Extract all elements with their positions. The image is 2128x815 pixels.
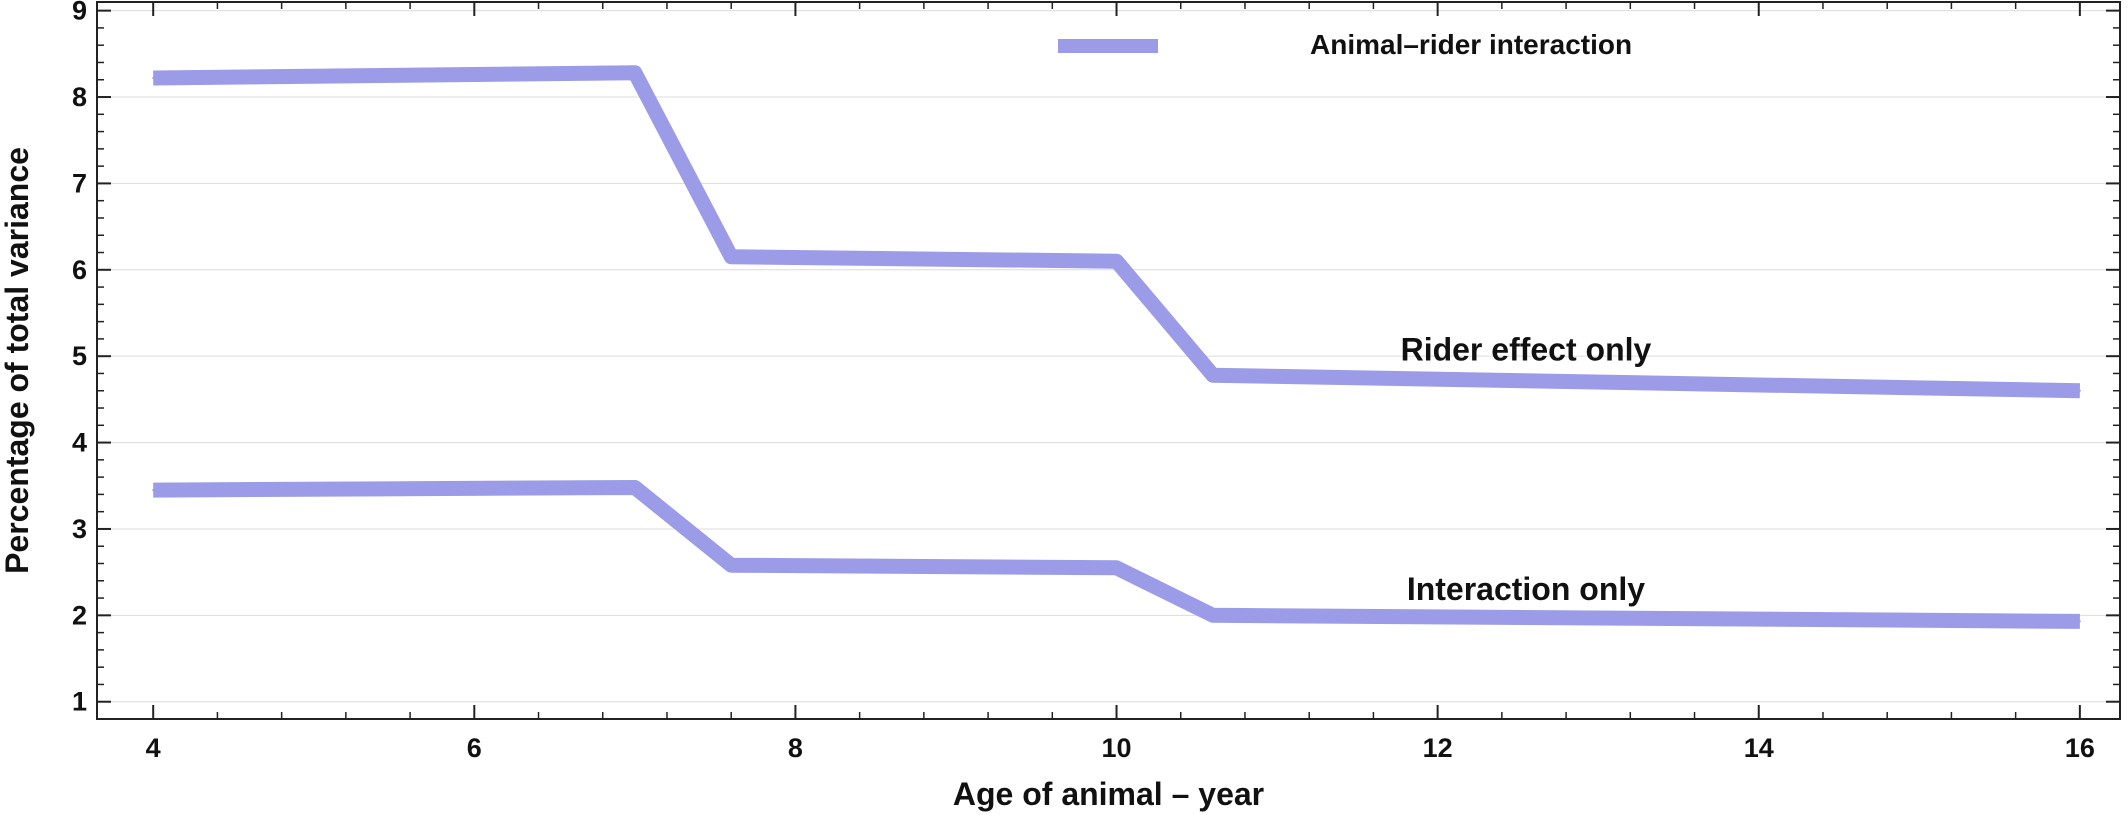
series-2-point — [1211, 614, 1214, 617]
series-2-point — [2078, 620, 2081, 623]
series-1-point — [152, 77, 155, 80]
y-tick-label-6: 6 — [72, 255, 87, 285]
series-1-point — [1115, 260, 1118, 263]
y-tick-label-2: 2 — [72, 600, 87, 630]
series-1-point — [2078, 389, 2081, 392]
y-tick-label-8: 8 — [72, 82, 87, 112]
series-2-point — [152, 489, 155, 492]
x-tick-label-16: 16 — [2065, 733, 2095, 763]
x-tick-label-14: 14 — [1744, 733, 1774, 763]
series-line-1 — [153, 65, 2081, 399]
y-axis-title: Percentage of total variance — [0, 147, 35, 574]
y-tick-label-7: 7 — [72, 168, 87, 198]
series-2-point — [1115, 566, 1118, 569]
series-2-point — [633, 486, 636, 489]
x-tick-label-8: 8 — [788, 733, 803, 763]
legend-label: Animal–rider interaction — [1310, 29, 1632, 60]
legend: Animal–rider interaction — [1058, 29, 1632, 60]
series-1-point — [730, 255, 733, 258]
y-tick-label-3: 3 — [72, 514, 87, 544]
x-axis-title: Age of animal – year — [953, 776, 1264, 812]
annotations: Rider effect only Interaction only — [1401, 332, 1652, 607]
series-1-point — [633, 71, 636, 74]
series-line-2 — [153, 480, 2080, 629]
x-tick-label-4: 4 — [146, 733, 161, 763]
x-tick-label-6: 6 — [467, 733, 482, 763]
x-tick-label-12: 12 — [1423, 733, 1453, 763]
series-2-point — [730, 564, 733, 567]
y-tick-label-4: 4 — [72, 428, 87, 458]
x-tick-label-10: 10 — [1102, 733, 1132, 763]
gridlines — [97, 10, 2120, 703]
annotation-label-1: Rider effect only — [1401, 332, 1652, 368]
plot-frame — [96, 1, 2121, 720]
annotation-label-2: Interaction only — [1407, 571, 1645, 607]
y-tick-label-9: 9 — [72, 0, 87, 26]
series-lines — [152, 65, 2081, 629]
series-1-point — [1211, 374, 1214, 377]
y-tick-label-1: 1 — [72, 687, 87, 717]
y-tick-label-5: 5 — [72, 341, 87, 371]
